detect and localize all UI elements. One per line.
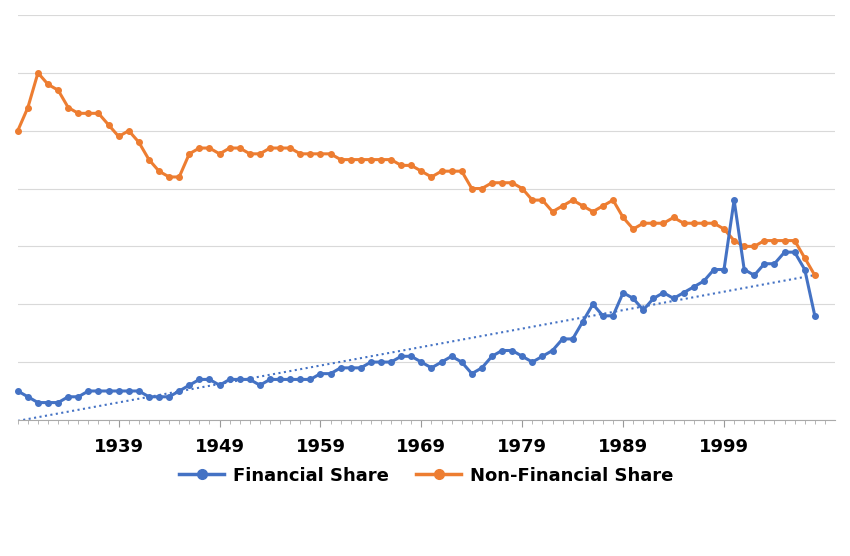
Legend: Financial Share, Non-Financial Share: Financial Share, Non-Financial Share [172,459,681,492]
